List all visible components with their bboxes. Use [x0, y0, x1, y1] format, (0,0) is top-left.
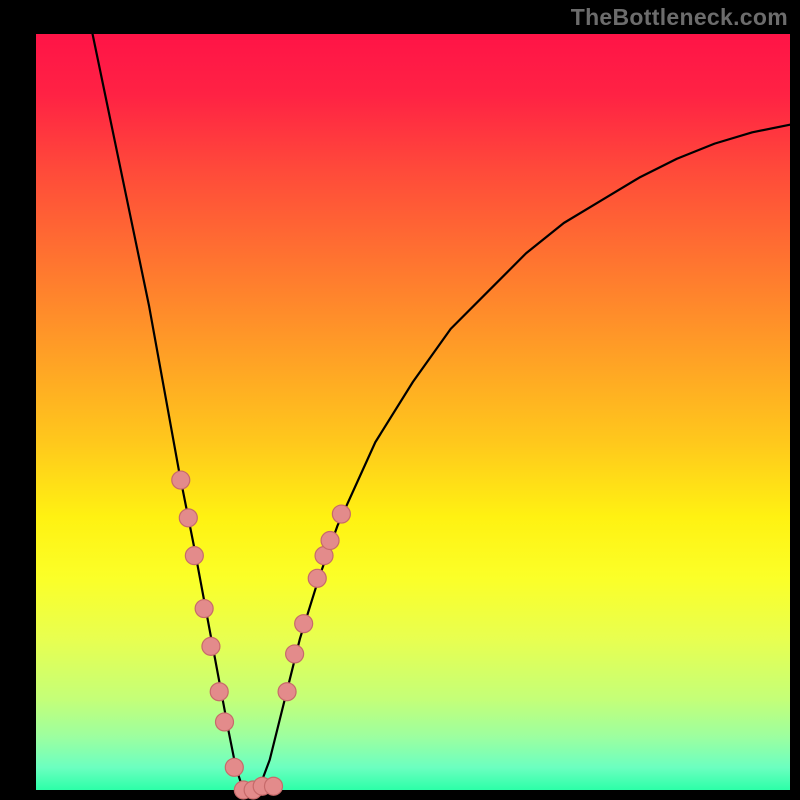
data-marker [295, 615, 313, 633]
data-marker [179, 509, 197, 527]
data-marker [278, 683, 296, 701]
data-marker [195, 600, 213, 618]
data-marker [210, 683, 228, 701]
data-marker [286, 645, 304, 663]
data-marker [216, 713, 234, 731]
data-marker [308, 569, 326, 587]
data-marker [172, 471, 190, 489]
chart-canvas: TheBottleneck.com [0, 0, 800, 800]
data-marker [202, 637, 220, 655]
data-marker [332, 505, 350, 523]
data-marker [225, 758, 243, 776]
data-marker [185, 547, 203, 565]
data-marker [265, 777, 283, 795]
data-marker [321, 532, 339, 550]
chart-svg [0, 0, 800, 800]
watermark-text: TheBottleneck.com [571, 4, 788, 31]
